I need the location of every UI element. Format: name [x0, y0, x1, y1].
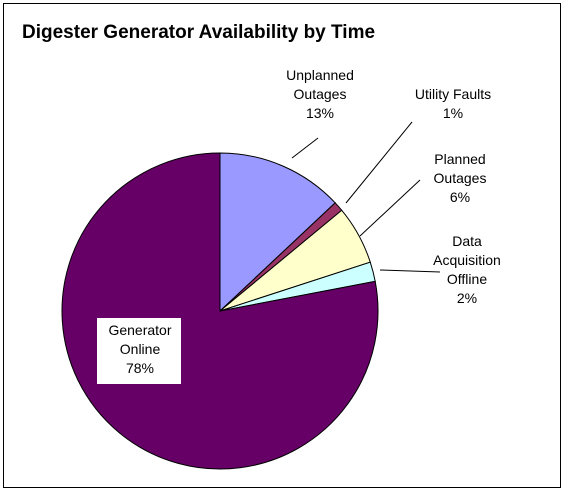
leader-line: [345, 121, 413, 204]
data-label-text: Utility Faults: [415, 86, 491, 102]
pie-slice: [219, 152, 336, 313]
data-label-text: Generator: [108, 322, 171, 338]
data-label-box: [97, 318, 181, 384]
data-label-text: Outages: [294, 86, 347, 102]
data-label-text: Outages: [434, 170, 487, 186]
data-label-text: Acquisition: [433, 252, 501, 268]
leader-line: [291, 137, 319, 159]
data-label-percent: 1%: [443, 105, 463, 121]
data-label: Generator Online 78%: [108, 322, 171, 376]
pie-slice: [61, 152, 379, 470]
data-label-percent: 78%: [126, 360, 154, 376]
data-label: Planned Outages 6%: [434, 151, 487, 205]
leader-line: [359, 179, 421, 237]
data-label: Unplanned Outages 13%: [286, 67, 354, 121]
data-label-text: Planned: [434, 151, 485, 167]
data-label-text: Online: [120, 341, 161, 357]
data-label-text: Offline: [447, 271, 487, 287]
data-label: Utility Faults 1%: [415, 86, 491, 121]
data-label-percent: 6%: [450, 189, 470, 205]
data-label-text: Unplanned: [286, 67, 354, 83]
data-label-percent: 13%: [306, 105, 334, 121]
chart-title: Digester Generator Availability by Time: [22, 22, 376, 43]
data-label-text: Data: [452, 233, 482, 249]
data-label: Data Acquisition Offline 2%: [433, 233, 501, 306]
data-label-percent: 2%: [457, 290, 477, 306]
leader-line: [379, 269, 441, 273]
